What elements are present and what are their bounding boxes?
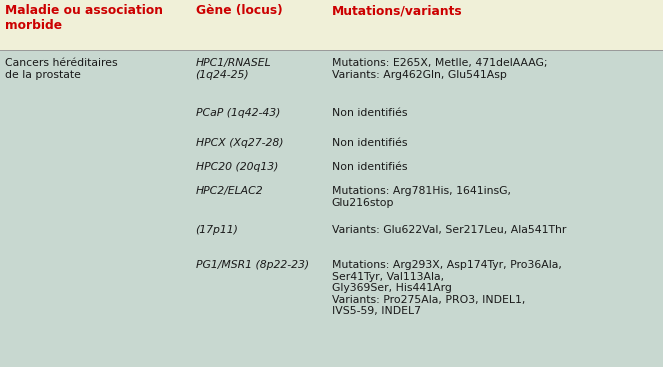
Text: Non identifiés: Non identifiés (332, 162, 407, 172)
Text: Mutations: Arg781His, 1641insG,
Glu216stop: Mutations: Arg781His, 1641insG, Glu216st… (332, 186, 511, 208)
Text: Non identifiés: Non identifiés (332, 108, 407, 118)
Text: Variants: Glu622Val, Ser217Leu, Ala541Thr: Variants: Glu622Val, Ser217Leu, Ala541Th… (332, 225, 566, 235)
Bar (0, 0, 663, 50)
Text: PCaP (1q42-43): PCaP (1q42-43) (196, 108, 280, 118)
Text: HPC1/RNASEL
(1q24-25): HPC1/RNASEL (1q24-25) (196, 58, 271, 80)
Text: HPCX (Xq27-28): HPCX (Xq27-28) (196, 138, 283, 148)
Text: Mutations: E265X, MetIle, 471delAAAG;
Variants: Arg462Gln, Glu541Asp: Mutations: E265X, MetIle, 471delAAAG; Va… (332, 58, 547, 80)
Text: HPC20 (20q13): HPC20 (20q13) (196, 162, 278, 172)
Text: Cancers héréditaires
de la prostate: Cancers héréditaires de la prostate (5, 58, 118, 80)
Text: PG1/MSR1 (8p22-23): PG1/MSR1 (8p22-23) (196, 260, 309, 270)
Text: HPC2/ELAC2: HPC2/ELAC2 (196, 186, 263, 196)
Text: (17p11): (17p11) (196, 225, 239, 235)
Text: Non identifiés: Non identifiés (332, 138, 407, 148)
Text: Gène (locus): Gène (locus) (196, 4, 282, 17)
Text: Mutations: Arg293X, Asp174Tyr, Pro36Ala,
Ser41Tyr, Val113Ala,
Gly369Ser, His441A: Mutations: Arg293X, Asp174Tyr, Pro36Ala,… (332, 260, 562, 316)
Text: Maladie ou association
morbide: Maladie ou association morbide (5, 4, 163, 32)
Text: Mutations/variants: Mutations/variants (332, 4, 462, 17)
Bar (0, 50, 663, 367)
